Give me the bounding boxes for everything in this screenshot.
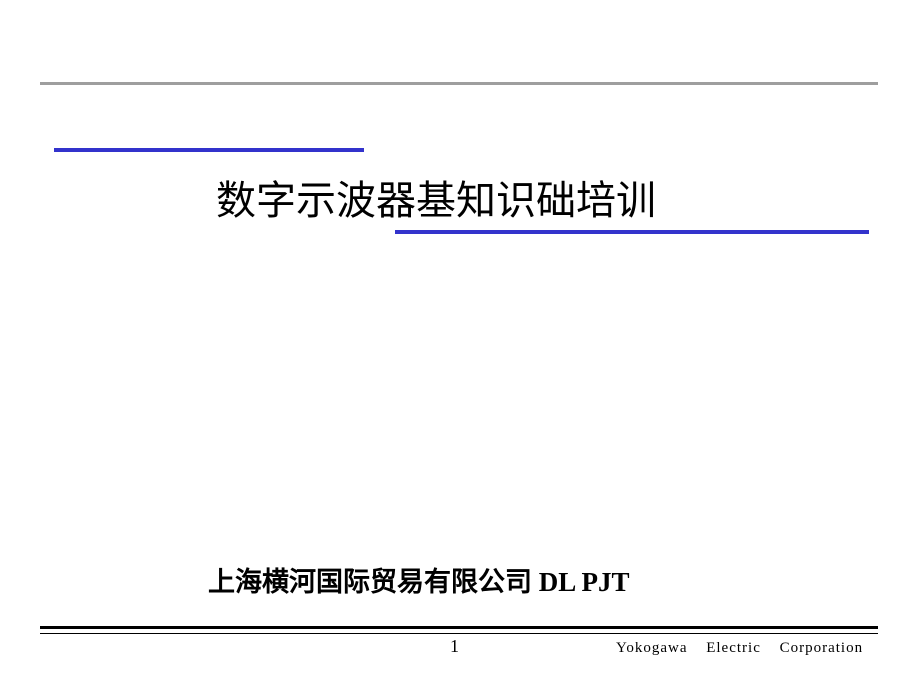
slide-subtitle: 上海横河国际贸易有限公司 DL PJT bbox=[208, 560, 630, 599]
footer-rule-thin bbox=[40, 633, 878, 634]
blue-rule-right bbox=[395, 230, 869, 234]
slide: 数字示波器基知识础培训 上海横河国际贸易有限公司 DL PJT 1 Yokoga… bbox=[0, 0, 920, 690]
footer-rule-thick bbox=[40, 626, 878, 629]
slide-title: 数字示波器基知识础培训 bbox=[216, 168, 656, 226]
corporation-label: Yokogawa Electric Corporation bbox=[616, 640, 863, 657]
blue-rule-left bbox=[54, 148, 364, 152]
top-horizontal-rule bbox=[40, 82, 878, 85]
page-number: 1 bbox=[450, 636, 459, 657]
